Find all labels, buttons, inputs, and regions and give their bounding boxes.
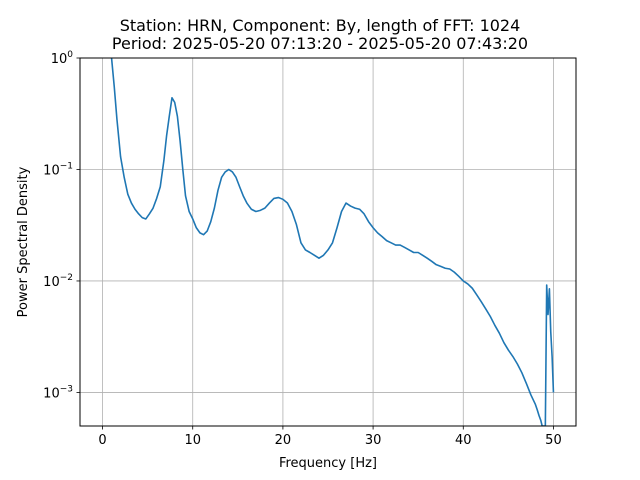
- data-series: [110, 58, 555, 426]
- x-axis-label: Frequency [Hz]: [279, 456, 377, 471]
- plot-frame: [79, 57, 577, 427]
- chart-title-line-2: Period: 2025-05-20 07:13:20 - 2025-05-20…: [111, 34, 529, 53]
- chart-title-line-1: Station: HRN, Component: By, length of F…: [119, 16, 521, 35]
- y-tick-label-2: 10−1: [43, 161, 73, 178]
- y-axis-ticks: 10−3 10−2 10−1 100: [43, 50, 80, 401]
- y-tick-label-0: 10−3: [43, 384, 73, 401]
- y-tick-label-3: 100: [51, 50, 74, 67]
- x-tick-label-5: 50: [545, 433, 562, 448]
- grid-lines: [80, 57, 576, 426]
- psd-series-line-0: [110, 58, 555, 426]
- x-tick-label-3: 30: [365, 433, 382, 448]
- x-tick-label-0: 0: [98, 433, 106, 448]
- y-axis-label: Power Spectral Density: [16, 166, 31, 317]
- y-tick-label-1: 10−2: [43, 273, 73, 290]
- x-axis-ticks: 0 10 20 30 40 50: [98, 426, 562, 448]
- x-tick-label-1: 10: [184, 433, 201, 448]
- x-tick-label-4: 40: [455, 433, 472, 448]
- x-tick-label-2: 20: [275, 433, 292, 448]
